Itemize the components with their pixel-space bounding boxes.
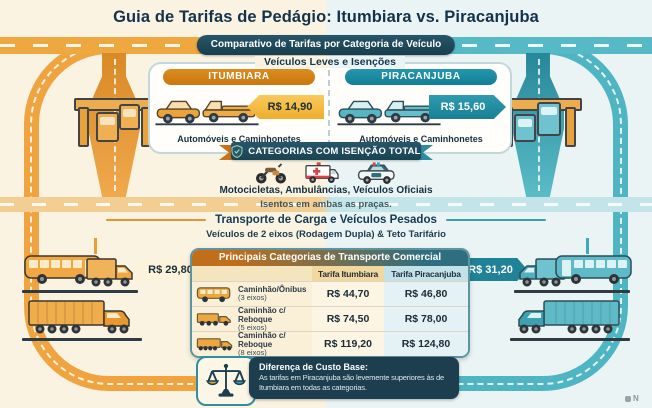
scales-icon xyxy=(206,363,246,397)
small-van-icon xyxy=(96,112,119,142)
bus-icon xyxy=(196,286,231,302)
ground-line xyxy=(22,290,138,293)
piracanjuba-panel: PIRACANJUBA R$ 15,60 Automóveis e Caminh… xyxy=(336,69,506,147)
exemption-banner-label: CATEGORIAS COM ISENÇÃO TOTAL xyxy=(248,145,421,157)
right-max-price-tag: R$ 31,20 xyxy=(462,258,527,281)
shield-check-icon xyxy=(231,144,243,158)
table-row: Caminhão c/ Reboque (5 eixos) R$ 74,50 R… xyxy=(192,305,468,332)
itumbiara-tariff: R$ 119,20 xyxy=(312,332,384,356)
sedan-pickup-icon xyxy=(337,100,441,126)
piracanjuba-tariff: R$ 78,00 xyxy=(384,307,468,331)
divider-line-orange xyxy=(106,219,207,221)
ground-line xyxy=(514,290,630,293)
row-axles: (5 eixos) xyxy=(238,322,267,332)
divider-line-teal xyxy=(445,219,546,221)
note-body: As tarifas em Piracanjuba são levemente … xyxy=(259,373,445,392)
column-header-category xyxy=(192,266,312,281)
box-truck-icon xyxy=(86,258,133,287)
row-label: Caminhão c/ Reboque xyxy=(238,305,286,324)
piracanjuba-price-tag: R$ 15,60 xyxy=(429,95,506,119)
column-header-itumbiara: Tarifa Itumbiara xyxy=(312,266,384,281)
toll-gantry-leg xyxy=(78,107,89,147)
card-divider xyxy=(328,70,330,146)
motorcycle-icon xyxy=(256,163,286,184)
exempt-categories-label: Motocicletas, Ambulâncias, Veículos Ofic… xyxy=(219,185,433,196)
police-car-icon xyxy=(357,162,395,184)
light-vehicles-card: Veículos Leves e Isenções ITUMBIARA R$ 1… xyxy=(148,56,512,154)
light-vehicles-section-title: Veículos Leves e Isenções xyxy=(255,56,405,68)
sedan-pickup-icon xyxy=(155,100,259,126)
table-row: Caminhão/Ônibus (3 eixos) R$ 44,70 R$ 46… xyxy=(192,281,468,306)
itumbiara-tariff: R$ 44,70 xyxy=(312,282,384,306)
truck-trailer-icon xyxy=(196,312,231,326)
note-heading: Diferença de Custo Base: xyxy=(259,362,369,372)
column-header-piracanjuba: Tarifa Piracanjuba xyxy=(384,266,468,281)
ambulance-icon xyxy=(305,162,339,183)
small-truck-icon xyxy=(537,102,561,136)
itumbiara-caption: Automóveis e Caminhonetes xyxy=(177,134,301,144)
itumbiara-price-tag: R$ 14,90 xyxy=(247,95,324,119)
itumbiara-panel: ITUMBIARA R$ 14,90 Automóveis e Caminhon… xyxy=(154,69,324,147)
connector-left xyxy=(94,238,97,254)
table-title: Principais Categorias de Transporte Come… xyxy=(192,250,468,266)
itumbiara-tariff: R$ 74,50 xyxy=(312,307,384,331)
piracanjuba-tariff: R$ 124,80 xyxy=(384,332,468,356)
itumbiara-header: ITUMBIARA xyxy=(163,69,315,85)
exemption-note: Isentos em ambas as praças. xyxy=(260,199,392,210)
row-label: Caminhão c/ Reboque xyxy=(238,330,286,349)
bus-icon xyxy=(555,255,632,284)
exemption-banner: CATEGORIAS COM ISENÇÃO TOTAL xyxy=(231,142,421,160)
top-road-band: Comparativo de Tarifas por Categoria de … xyxy=(0,35,652,55)
table-column-headers: Tarifa Itumbiara Tarifa Piracanjuba xyxy=(192,266,468,281)
row-axles: (8 eixos) xyxy=(238,347,267,357)
small-car-icon xyxy=(514,114,536,142)
heavy-section-title-row: Transporte de Carga e Veículos Pesados xyxy=(0,214,652,226)
cost-difference-note: Diferença de Custo Base: As tarifas em P… xyxy=(249,357,459,399)
left-max-price-tag: R$ 29,80 xyxy=(134,258,199,281)
heavy-section-title: Transporte de Carga e Veículos Pesados xyxy=(215,214,437,226)
small-truck-icon xyxy=(119,104,140,130)
exempt-vehicle-icons xyxy=(226,161,426,185)
watermark-logo-icon xyxy=(625,395,631,402)
ground-line xyxy=(22,338,142,341)
row-axles: (3 eixos) xyxy=(238,293,267,303)
middle-road-band: Isentos em ambas as praças. xyxy=(0,197,652,212)
watermark: N xyxy=(625,394,639,403)
piracanjuba-tariff: R$ 46,80 xyxy=(384,282,468,306)
heavy-section-subtitle: Veículos de 2 eixos (Rodagem Dupla) & Te… xyxy=(206,229,446,240)
ground-line xyxy=(510,338,630,341)
piracanjuba-caption: Automóveis e Caminhonetes xyxy=(359,134,483,144)
semi-truck-icon xyxy=(28,300,130,334)
piracanjuba-header: PIRACANJUBA xyxy=(345,69,497,85)
page-title: Guia de Tarifas de Pedágio: Itumbiara vs… xyxy=(113,8,539,26)
connector-right xyxy=(586,238,589,254)
watermark-text: N xyxy=(633,394,639,403)
row-label: Caminhão/Ônibus xyxy=(238,285,307,295)
comparison-pill: Comparativo de Tarifas por Categoria de … xyxy=(196,35,456,55)
scales-box xyxy=(196,356,256,406)
table-row: Caminhão c/ Reboque (8 eixos) R$ 119,20 … xyxy=(192,331,468,356)
truck-trailer-icon xyxy=(196,337,233,350)
commercial-tariff-table: Principais Categorias de Transporte Come… xyxy=(190,248,470,358)
semi-truck-icon xyxy=(518,300,620,334)
toll-gantry-leg xyxy=(565,107,576,147)
